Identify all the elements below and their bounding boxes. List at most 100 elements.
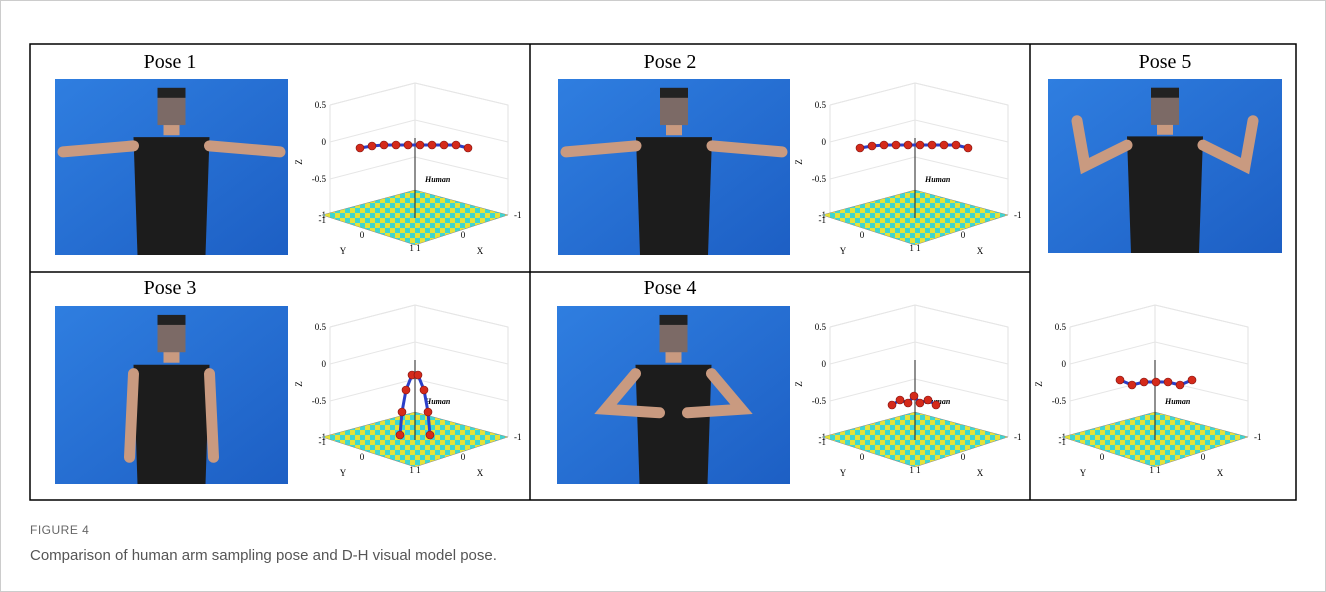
panel-title: Pose 1 [144, 51, 197, 73]
joint [1152, 378, 1160, 386]
corner-label: -1 [1059, 437, 1067, 447]
arm [210, 146, 281, 152]
z-axis-label: Z [294, 381, 304, 387]
panel-title: Pose 4 [644, 277, 697, 299]
center-tick-label: 1 1 [409, 465, 420, 475]
z-tick-label: 0.5 [815, 100, 827, 110]
joint [396, 431, 404, 439]
y-tick-label: 0 [360, 452, 365, 462]
center-tick-label: 1 1 [909, 243, 920, 253]
z-axis-label: Z [294, 159, 304, 165]
joint [1188, 376, 1196, 384]
z-tick-label: 0 [1062, 359, 1067, 369]
joint [464, 144, 472, 152]
joint [1128, 381, 1136, 389]
y-axis-label: Y [840, 246, 847, 256]
joint [888, 401, 896, 409]
x-tick-label: 0 [461, 230, 466, 240]
joint [452, 141, 460, 149]
x-tick-label: 0 [461, 452, 466, 462]
joint [924, 396, 932, 404]
hair [158, 88, 186, 98]
z-tick-label: 0.5 [815, 322, 827, 332]
arm [63, 146, 134, 152]
x-tick-label: 0 [961, 230, 966, 240]
face-blur [158, 93, 186, 125]
panel-title: Pose 5 [1139, 51, 1192, 73]
photo [1048, 79, 1282, 253]
joint [402, 386, 410, 394]
corner-label: -1 [319, 215, 327, 225]
joint [392, 141, 400, 149]
photo [558, 79, 790, 255]
z-axis-label: Z [794, 381, 804, 387]
y-tick-label: 0 [860, 452, 865, 462]
x-axis-label: X [1217, 468, 1224, 478]
photo [55, 79, 288, 255]
z-tick-label: -0.5 [312, 174, 327, 184]
joint [916, 399, 924, 407]
joint [856, 144, 864, 152]
arm [130, 374, 134, 458]
center-tick-label: 1 1 [909, 465, 920, 475]
hair [158, 315, 186, 325]
joint [928, 141, 936, 149]
model-label: Human [424, 175, 451, 184]
y-axis-label: Y [340, 246, 347, 256]
joint [1164, 378, 1172, 386]
z-tick-label: -0.5 [1052, 396, 1067, 406]
x-end-label: -1 [1014, 210, 1022, 220]
z-axis-label: Z [794, 159, 804, 165]
x-axis-label: X [477, 246, 484, 256]
joint [916, 141, 924, 149]
model-label: Human [924, 175, 951, 184]
joint [380, 141, 388, 149]
joint [428, 141, 436, 149]
hair [1151, 88, 1179, 98]
joint [426, 431, 434, 439]
joint [1140, 378, 1148, 386]
z-tick-label: 0 [322, 359, 327, 369]
x-end-label: -1 [1014, 432, 1022, 442]
z-tick-label: 0.5 [315, 322, 327, 332]
arm [566, 146, 636, 152]
arm [712, 146, 782, 152]
corner-label: -1 [819, 437, 827, 447]
joint [398, 408, 406, 416]
joint [892, 141, 900, 149]
joint [404, 141, 412, 149]
z-tick-label: 0 [322, 137, 327, 147]
joint [952, 141, 960, 149]
panel-title: Pose 3 [144, 277, 197, 299]
joint [964, 144, 972, 152]
page: FIGURE 4 Comparison of human arm samplin… [0, 0, 1326, 592]
y-axis-label: Y [1080, 468, 1087, 478]
joint [368, 142, 376, 150]
face-blur [660, 320, 688, 352]
model-label: Human [1164, 397, 1191, 406]
corner-label: -1 [319, 437, 327, 447]
joint [1116, 376, 1124, 384]
x-tick-label: 0 [1201, 452, 1206, 462]
y-axis-label: Y [840, 468, 847, 478]
vest [134, 365, 210, 484]
y-tick-label: 0 [1100, 452, 1105, 462]
joint [910, 392, 918, 400]
y-axis-label: Y [340, 468, 347, 478]
z-tick-label: 0 [822, 359, 827, 369]
center-tick-label: 1 1 [409, 243, 420, 253]
vest [636, 365, 712, 484]
panel-title: Pose 2 [644, 51, 697, 73]
z-tick-label: 0 [822, 137, 827, 147]
photo [557, 306, 790, 484]
joint [420, 386, 428, 394]
joint [880, 141, 888, 149]
z-tick-label: -0.5 [312, 396, 327, 406]
x-axis-label: X [477, 468, 484, 478]
z-tick-label: 0.5 [1055, 322, 1067, 332]
vest [1127, 136, 1203, 253]
joint [896, 396, 904, 404]
joint [356, 144, 364, 152]
x-tick-label: 0 [961, 452, 966, 462]
y-tick-label: 0 [860, 230, 865, 240]
